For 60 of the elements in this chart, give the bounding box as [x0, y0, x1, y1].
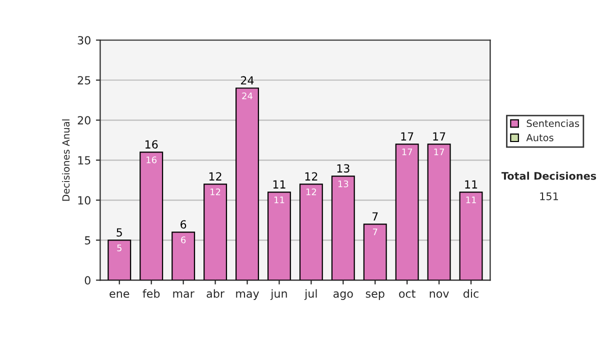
- x-tick-label: nov: [430, 291, 449, 298]
- bar: [172, 232, 196, 280]
- data-label: 17: [434, 148, 444, 156]
- bar: [363, 224, 387, 280]
- y-tick-label: 30: [78, 36, 90, 44]
- annotation: 6: [180, 220, 186, 229]
- x-tick-label: jun: [270, 289, 287, 300]
- annotation: 16: [146, 140, 158, 149]
- bar: [204, 184, 228, 280]
- y-tick-label: 25: [78, 76, 90, 85]
- annotation: 17: [433, 132, 446, 140]
- data-label: 24: [242, 92, 252, 100]
- data-label: 13: [338, 180, 348, 188]
- annotation: 13: [337, 164, 350, 173]
- data-label: 12: [210, 188, 220, 196]
- data-label: 7: [372, 228, 378, 236]
- x-tick-label: abr: [206, 289, 224, 298]
- data-label: 17: [402, 148, 412, 156]
- x-tick-label: sep: [366, 291, 384, 300]
- y-tick-label: 10: [78, 196, 90, 205]
- y-tick-label: 15: [78, 156, 90, 165]
- x-tick-label: ene: [110, 291, 130, 298]
- y-axis-title: Decisiones Anual: [62, 119, 70, 201]
- x-tick-label: jul: [304, 289, 317, 300]
- x-tick-label: oct: [399, 290, 416, 298]
- annotation: 12: [209, 172, 222, 180]
- x-tick-label: feb: [142, 289, 160, 298]
- annotation: 11: [465, 180, 478, 188]
- data-label: 11: [274, 196, 284, 204]
- data-label: 11: [466, 196, 476, 204]
- bar: [427, 144, 451, 280]
- y-tick-label: 5: [84, 236, 90, 245]
- annotation: 17: [401, 132, 414, 140]
- x-tick-label: dic: [464, 289, 478, 298]
- bar: [267, 192, 291, 280]
- y-tick-label: 0: [84, 276, 90, 285]
- legend-label: Sentencias: [526, 119, 580, 128]
- data-label: 12: [306, 188, 316, 196]
- bar: [108, 240, 132, 280]
- annotation: 24: [240, 76, 254, 84]
- legend-label: Autos: [526, 134, 554, 142]
- bar: [236, 88, 259, 280]
- data-label: 6: [181, 236, 186, 244]
- annotation: 11: [273, 180, 286, 188]
- text: Total Decisiones: [501, 172, 596, 180]
- x-tick-label: ago: [333, 291, 353, 300]
- annotation: 12: [305, 172, 318, 180]
- bar: [140, 152, 164, 280]
- annotation: 7: [372, 212, 378, 220]
- text: 151: [540, 192, 558, 200]
- bar: [299, 184, 323, 280]
- annotation: 5: [116, 228, 122, 237]
- y-tick-label: 20: [78, 116, 90, 125]
- x-tick-label: may: [236, 291, 260, 300]
- bar: [395, 144, 419, 280]
- data-label: 5: [117, 244, 122, 252]
- bar: [331, 176, 355, 280]
- x-tick-label: mar: [173, 291, 194, 298]
- bar: [459, 192, 483, 280]
- data-label: 16: [146, 156, 157, 164]
